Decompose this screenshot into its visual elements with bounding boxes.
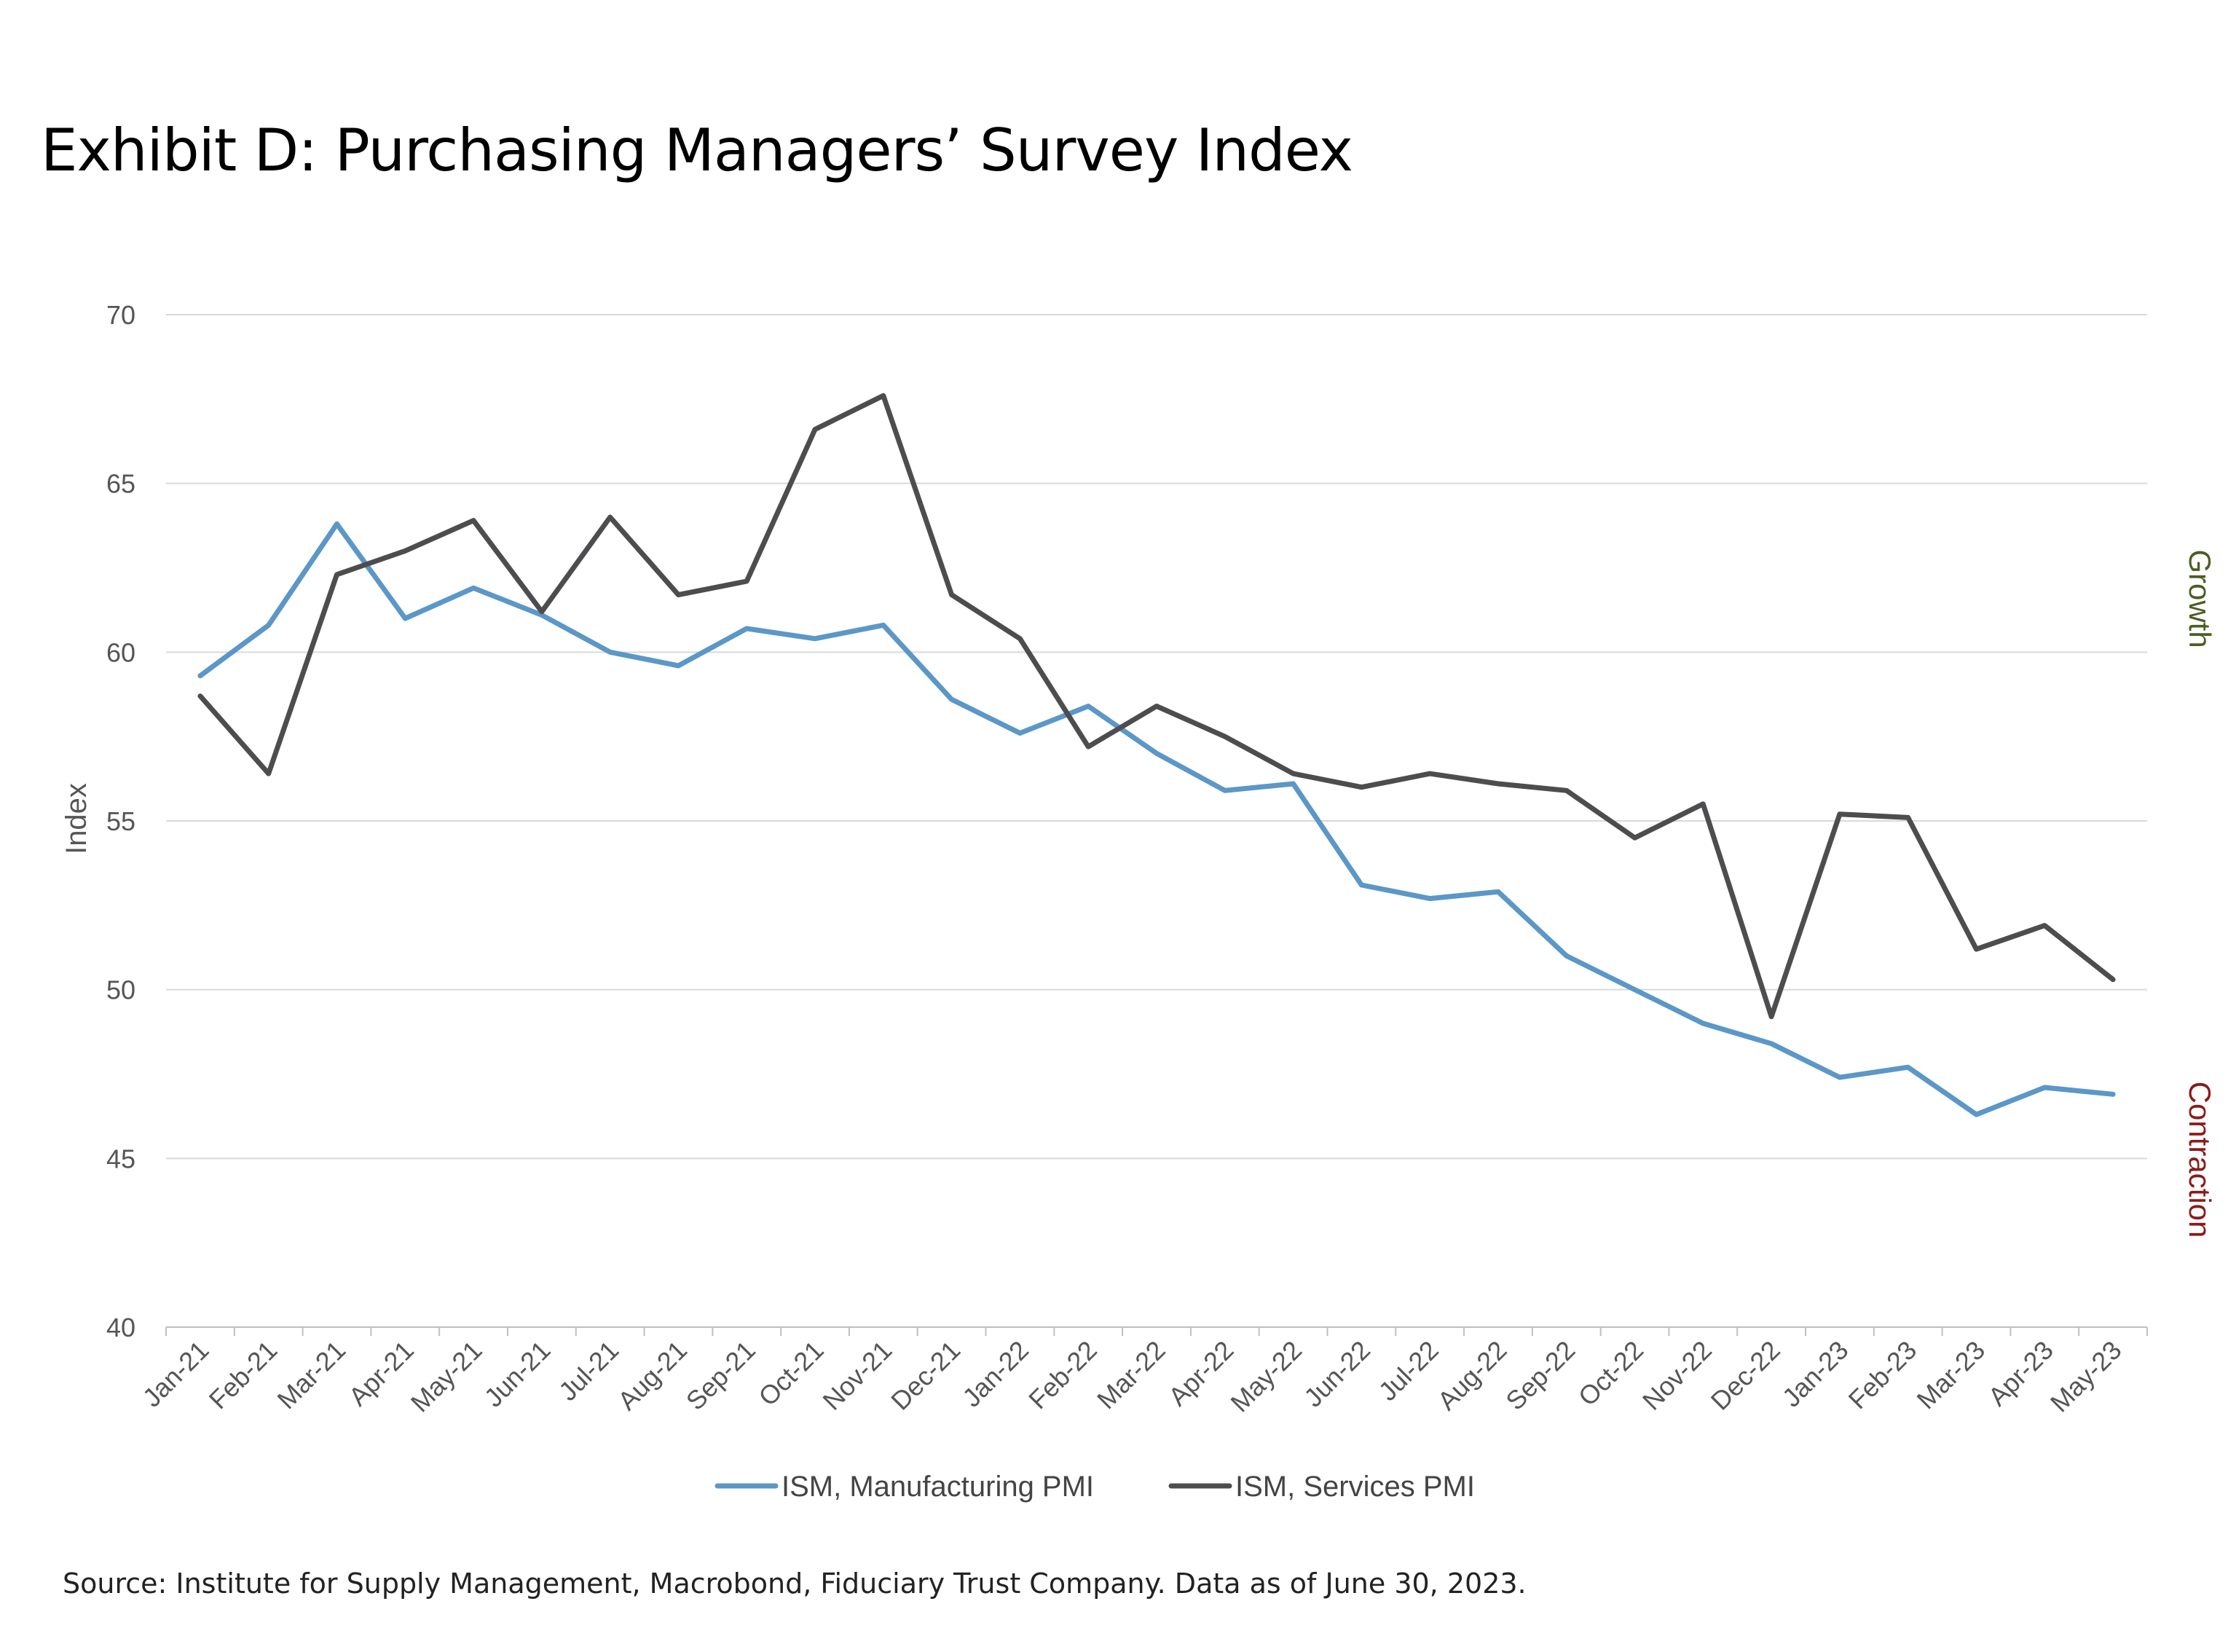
- x-tick-label: Nov-22: [1637, 1335, 1717, 1416]
- contraction-zone-label: Contraction: [2183, 1082, 2217, 1238]
- growth-zone-label: Growth: [2183, 549, 2217, 648]
- x-tick-label: Mar-22: [1091, 1335, 1171, 1415]
- y-axis-title: Index: [60, 783, 92, 854]
- source-note: Source: Institute for Supply Management,…: [63, 1568, 1527, 1600]
- legend-label: ISM, Services PMI: [1235, 1471, 1475, 1503]
- x-tick-label: Dec-21: [885, 1335, 966, 1416]
- y-tick-label: 40: [106, 1313, 135, 1342]
- x-tick-label: Jan-21: [137, 1335, 215, 1413]
- legend-label: ISM, Manufacturing PMI: [782, 1471, 1094, 1503]
- y-axis-ticks: 40 45 50 55 60 65 70: [106, 300, 135, 1342]
- x-tick-label: Mar-23: [1911, 1335, 1991, 1415]
- x-tick-label: Sep-22: [1500, 1335, 1580, 1416]
- gridlines: [166, 314, 2147, 1160]
- series-lines: [197, 393, 2116, 1117]
- y-tick-label: 60: [106, 637, 135, 667]
- x-tick-label: Aug-22: [1432, 1335, 1513, 1416]
- x-tick-label: Dec-22: [1705, 1335, 1786, 1416]
- x-tick-label: Nov-21: [816, 1335, 897, 1416]
- x-axis: Jan-21Feb-21Mar-21Apr-21May-21Jun-21Jul-…: [137, 1326, 2148, 1418]
- x-tick-label: Sep-21: [680, 1335, 761, 1416]
- x-tick-label: May-21: [405, 1335, 488, 1418]
- legend: ISM, Manufacturing PMI ISM, Services PMI: [715, 1471, 1475, 1503]
- x-tick-label: Oct-21: [752, 1335, 829, 1412]
- x-tick-label: Feb-23: [1843, 1335, 1923, 1415]
- x-tick-label: Feb-21: [203, 1335, 283, 1415]
- x-tick-label: Mar-21: [272, 1335, 352, 1415]
- x-tick-label: Jun-21: [479, 1335, 556, 1413]
- x-tick-label: Oct-22: [1572, 1335, 1649, 1412]
- y-tick-label: 65: [106, 469, 135, 499]
- y-tick-label: 55: [106, 806, 135, 836]
- y-tick-label: 45: [106, 1144, 135, 1173]
- series-line-manufacturing: [197, 521, 2116, 1117]
- x-tick-label: Aug-21: [612, 1335, 693, 1416]
- y-tick-label: 70: [106, 300, 135, 330]
- x-tick-label: Feb-22: [1023, 1335, 1103, 1415]
- x-tick-label: May-23: [2044, 1335, 2127, 1418]
- chart-title: Exhibit D: Purchasing Managers’ Survey I…: [41, 117, 1353, 184]
- y-tick-label: 50: [106, 975, 135, 1005]
- x-tick-label: May-22: [1224, 1335, 1307, 1418]
- series-line-services: [197, 393, 2116, 1020]
- x-tick-label: Jun-22: [1298, 1335, 1376, 1413]
- x-tick-label: Jan-22: [956, 1335, 1034, 1413]
- x-tick-label: Jan-23: [1776, 1335, 1854, 1413]
